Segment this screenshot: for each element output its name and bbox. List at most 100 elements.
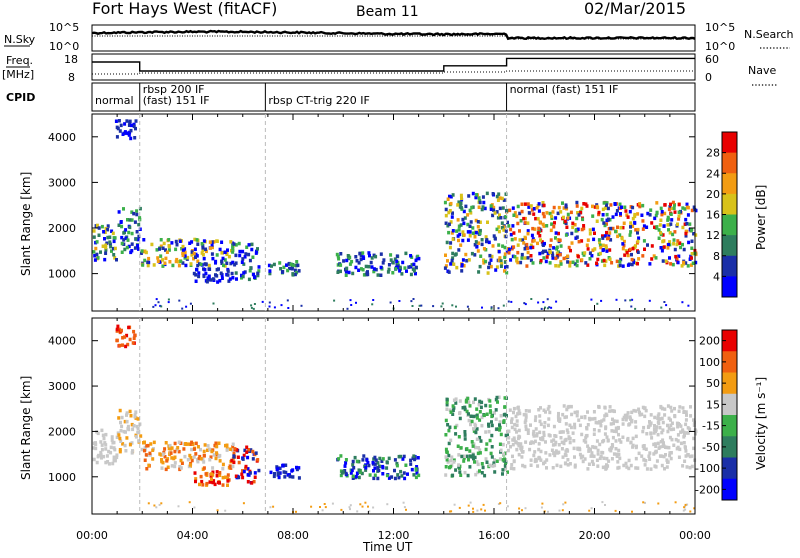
echo-cell	[459, 193, 463, 198]
echo-cell	[216, 480, 220, 485]
echo-cell	[129, 136, 133, 141]
echo-cell	[684, 449, 688, 453]
echo-cell	[466, 222, 470, 227]
echo-cell	[671, 206, 674, 211]
echo-cell	[199, 262, 203, 267]
echo-cell	[678, 447, 682, 452]
echo-cell	[615, 452, 619, 457]
echo-cell	[536, 217, 540, 221]
echo-cell	[456, 218, 460, 222]
echo-cell	[130, 242, 134, 246]
echo-cell	[409, 272, 413, 277]
echo-cell	[532, 429, 536, 434]
echo-cell	[337, 257, 341, 261]
echo-cell	[460, 196, 463, 201]
echo-cell	[126, 131, 130, 136]
echo-cell	[448, 245, 452, 250]
echo-cell	[474, 430, 478, 435]
echo-cell	[490, 455, 494, 459]
echo-cell	[109, 244, 113, 249]
echo-cell	[521, 463, 525, 468]
colorbar-tick-label: -200	[695, 483, 720, 496]
echo-speckle	[372, 506, 375, 509]
echo-speckle	[398, 300, 401, 302]
echo-cell	[668, 435, 672, 440]
echo-cell	[662, 454, 666, 459]
echo-cell	[603, 406, 607, 410]
echo-cell	[112, 236, 116, 240]
echo-cell	[234, 474, 238, 478]
echo-cell	[362, 454, 366, 458]
echo-speckle	[663, 301, 666, 303]
echo-cell	[170, 464, 174, 468]
echo-cell	[222, 263, 225, 268]
echo-cell	[664, 453, 667, 457]
echo-cell	[337, 457, 341, 461]
echo-cell	[516, 441, 520, 446]
echo-cell	[614, 447, 618, 451]
echo-cell	[480, 242, 484, 247]
echo-cell	[526, 229, 530, 233]
echo-cell	[655, 210, 659, 215]
echo-cell	[377, 468, 381, 473]
echo-cell	[339, 252, 343, 256]
echo-cell	[125, 413, 128, 417]
echo-cell	[456, 234, 460, 238]
echo-cell	[448, 209, 452, 213]
echo-cell	[446, 423, 450, 427]
echo-cell	[132, 122, 136, 127]
echo-cell	[103, 257, 107, 262]
echo-cell	[131, 449, 134, 453]
echo-cell	[211, 480, 215, 485]
echo-cell	[238, 253, 242, 258]
echo-cell	[650, 221, 654, 225]
echo-speckle	[506, 505, 509, 508]
echo-speckle	[524, 507, 527, 510]
echo-cell	[376, 465, 380, 470]
echo-speckle	[286, 299, 289, 302]
echo-cell	[564, 422, 568, 426]
echo-cell	[481, 195, 485, 199]
echo-cell	[601, 248, 605, 253]
echo-cell	[566, 430, 570, 435]
echo-cell	[240, 260, 244, 264]
echo-cell	[477, 270, 481, 274]
echo-cell	[112, 440, 116, 445]
echo-cell	[208, 480, 212, 484]
echo-cell	[648, 422, 652, 427]
colorbar-tick-label: 12	[706, 229, 720, 242]
echo-cell	[505, 208, 509, 213]
echo-cell	[631, 216, 635, 221]
echo-cell	[559, 244, 563, 248]
echo-cell	[143, 258, 147, 263]
echo-cell	[660, 416, 664, 421]
echo-cell	[345, 266, 349, 271]
echo-cell	[626, 263, 630, 267]
echo-cell	[462, 221, 466, 226]
echo-speckle	[340, 508, 343, 511]
echo-cell	[683, 459, 687, 463]
echo-cell	[104, 251, 108, 255]
echo-cell	[597, 252, 601, 257]
echo-cell	[246, 467, 250, 471]
echo-cell	[130, 210, 134, 214]
echo-cell	[587, 449, 591, 453]
echo-cell	[659, 246, 663, 250]
echo-cell	[679, 430, 683, 434]
echo-cell	[207, 263, 211, 268]
echo-cell	[474, 424, 478, 428]
echo-cell	[466, 473, 470, 478]
echo-cell	[475, 416, 479, 420]
echo-cell	[118, 129, 122, 133]
echo-cell	[653, 216, 657, 221]
echo-cell	[531, 226, 535, 231]
echo-speckle	[157, 301, 160, 304]
echo-cell	[490, 414, 494, 419]
echo-cell	[454, 468, 458, 472]
echo-cell	[497, 225, 501, 229]
echo-cell	[193, 471, 197, 475]
echo-cell	[490, 420, 493, 424]
echo-cell	[672, 242, 676, 246]
echo-cell	[586, 238, 590, 242]
